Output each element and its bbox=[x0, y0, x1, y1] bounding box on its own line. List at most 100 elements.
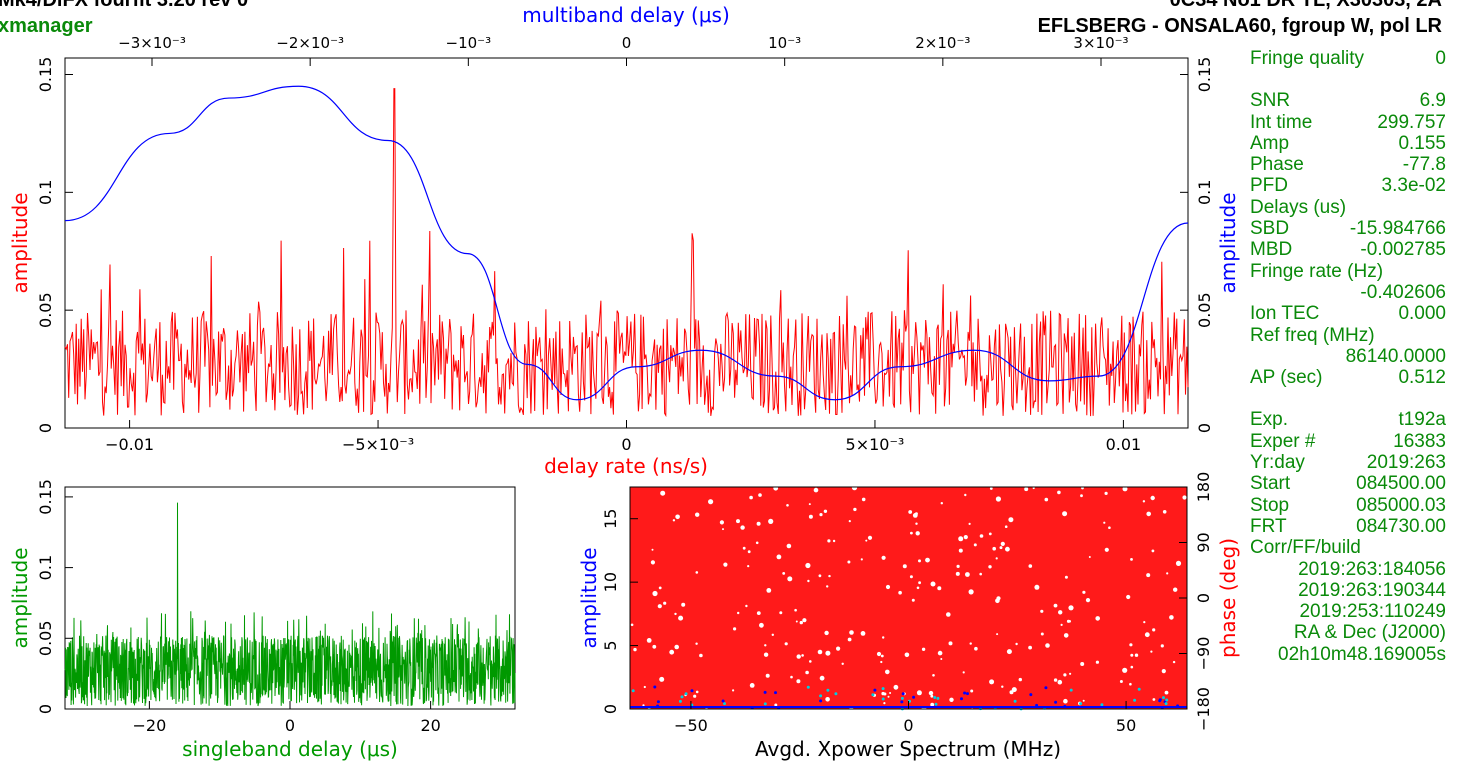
phase-gap bbox=[646, 638, 652, 643]
phase-gap bbox=[847, 560, 851, 564]
phase-gap bbox=[642, 704, 645, 707]
phase-gap bbox=[766, 588, 772, 593]
phase-gap bbox=[630, 623, 634, 627]
phase-gap bbox=[1104, 491, 1108, 495]
fringe-summary-panel: Fringe quality 0 SNR 6.9 Int time 299.757 A… bbox=[1250, 48, 1446, 665]
top-chart-right-ylabel: amplitude bbox=[1216, 192, 1240, 293]
xp-y-tick-label: 0 bbox=[601, 704, 620, 714]
pfd-value: 3.3e-02 bbox=[1381, 175, 1446, 197]
top-x-tick-label: 5×10⁻³ bbox=[846, 435, 905, 454]
amplitude-point bbox=[684, 692, 688, 696]
phase-gap bbox=[880, 654, 884, 658]
corr-date-1: 2019:263:184056 bbox=[1298, 558, 1446, 580]
phase-gap bbox=[650, 560, 656, 565]
ion-tec-value: 0.000 bbox=[1398, 303, 1446, 325]
phase-gap bbox=[1151, 549, 1155, 553]
phase-gap bbox=[915, 522, 918, 525]
phase-gap bbox=[911, 598, 915, 602]
phase-gap bbox=[1015, 642, 1018, 646]
delay-rate-chart-frame bbox=[64, 57, 1189, 429]
phase-gap bbox=[1166, 572, 1169, 575]
ref-freq-label: Ref freq (MHz) bbox=[1250, 324, 1375, 346]
xp-x-tick-label: −50 bbox=[674, 716, 708, 735]
amplitude-point bbox=[656, 700, 660, 704]
phase-gap bbox=[946, 612, 951, 617]
amplitude-point bbox=[1029, 693, 1033, 697]
phase-gap bbox=[1142, 500, 1146, 503]
phase-gap bbox=[1063, 633, 1069, 638]
phase-gap bbox=[1146, 511, 1151, 517]
stop-row: Stop 085000.03 bbox=[1250, 495, 1446, 516]
start-row: Start 084500.00 bbox=[1250, 473, 1446, 494]
phase-gap bbox=[940, 658, 943, 660]
top-x-tick-label: 0 bbox=[621, 435, 631, 454]
amplitude-point bbox=[934, 702, 938, 706]
phase-gap bbox=[747, 565, 750, 568]
phase-gap bbox=[841, 662, 844, 665]
phase-gap bbox=[660, 490, 666, 496]
fringe-rate-value: -0.402606 bbox=[1360, 281, 1446, 303]
phase-gap bbox=[1134, 653, 1139, 657]
fringe-quality-value: 0 bbox=[1435, 48, 1446, 69]
phase-gap bbox=[1063, 698, 1068, 704]
phase-gap bbox=[851, 485, 858, 491]
phase-gap bbox=[1068, 620, 1071, 623]
header-program: xmanager bbox=[0, 15, 93, 37]
phase-gap bbox=[1126, 594, 1131, 600]
multiband-delay-amplitude-curve bbox=[64, 85, 1189, 401]
phase-gap bbox=[756, 521, 761, 526]
phase-gap bbox=[1143, 621, 1146, 624]
phase-gap bbox=[747, 550, 751, 554]
header-baseline-info: EFLSBERG - ONSALA60, fgroup W, pol LR bbox=[1038, 15, 1443, 37]
sbd-label: SBD bbox=[1250, 218, 1290, 240]
phase-gap bbox=[1095, 660, 1099, 664]
top-y-tick-label: 0 bbox=[36, 423, 55, 433]
xpower-spectrum-chart: −50 0 50 0 5 10 15 −180 −90 0 90 180 Avgd. Xpower S… bbox=[577, 472, 1240, 761]
ion-tec-row: Ion TEC 0.000 bbox=[1250, 303, 1446, 324]
top-right-y-tick-label: 0.1 bbox=[1195, 180, 1214, 205]
phase-gap bbox=[669, 649, 675, 655]
start-value: 084500.00 bbox=[1356, 473, 1446, 495]
ap-value: 0.512 bbox=[1398, 367, 1446, 389]
phase-gap bbox=[1182, 495, 1187, 500]
phase-gap bbox=[989, 679, 995, 685]
amplitude-point bbox=[723, 702, 726, 706]
xp-right-y-tick-label: 0 bbox=[1194, 593, 1213, 603]
phase-gap bbox=[1160, 644, 1164, 648]
phase-gap bbox=[1082, 590, 1086, 594]
phase-gap bbox=[1001, 685, 1004, 688]
phase-gap bbox=[749, 495, 753, 500]
phase-gap bbox=[794, 608, 797, 612]
phase-gap bbox=[1161, 669, 1166, 674]
phase-gap bbox=[1053, 678, 1058, 682]
snr-label: SNR bbox=[1250, 90, 1291, 112]
phase-gap bbox=[784, 642, 788, 646]
mbd-row: MBD -0.002785 bbox=[1250, 239, 1446, 260]
phase-label: Phase bbox=[1250, 154, 1304, 176]
phase-gap bbox=[796, 654, 801, 659]
phase-gap bbox=[826, 585, 829, 588]
phase-gap bbox=[956, 564, 960, 569]
phase-gap bbox=[882, 636, 885, 639]
phase-gap bbox=[912, 513, 918, 518]
phase-gap bbox=[930, 581, 936, 587]
phase-gap bbox=[1028, 645, 1032, 650]
phase-gap bbox=[674, 612, 677, 616]
phase-gap bbox=[796, 679, 801, 684]
phase-gap bbox=[749, 683, 755, 688]
phase-gap bbox=[808, 514, 813, 519]
phase-gap bbox=[825, 650, 831, 656]
phase-gap bbox=[970, 689, 974, 693]
phase-gap bbox=[1150, 495, 1155, 501]
amplitude-point bbox=[1162, 696, 1165, 700]
phase-gap bbox=[898, 590, 902, 595]
phase-gap bbox=[658, 586, 662, 590]
phase-gap bbox=[965, 572, 970, 577]
top-y-tick-label: 0.1 bbox=[36, 180, 55, 205]
phase-gap bbox=[695, 512, 700, 517]
phase-gap bbox=[937, 650, 943, 656]
top-axis-tick-label: −2×10⁻³ bbox=[276, 34, 344, 52]
phase-gap bbox=[1005, 546, 1010, 552]
phase-gap bbox=[909, 575, 913, 579]
phase-gap bbox=[745, 604, 748, 608]
